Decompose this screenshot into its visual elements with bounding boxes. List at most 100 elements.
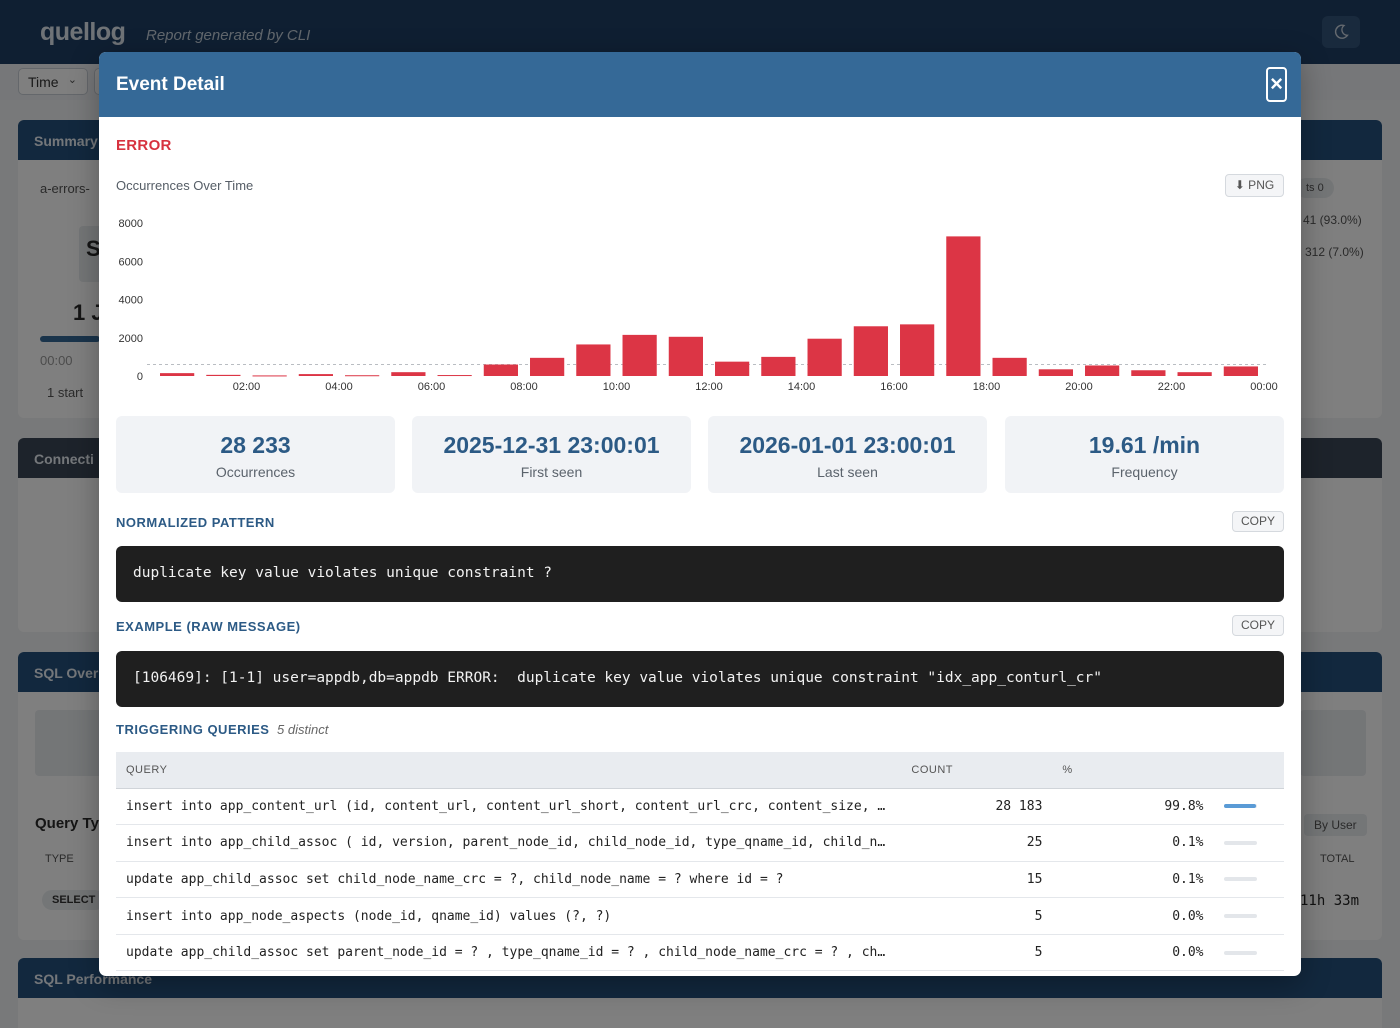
query-text: update app_child_assoc set child_node_na… bbox=[116, 861, 901, 898]
table-row[interactable]: update app_child_assoc set parent_node_i… bbox=[116, 934, 1284, 971]
chart-bar bbox=[345, 375, 379, 376]
query-share-bar bbox=[1214, 825, 1285, 862]
table-row[interactable]: insert into app_child_assoc ( id, versio… bbox=[116, 825, 1284, 862]
stat-occurrences-label: Occurrences bbox=[116, 464, 395, 480]
chart-bar bbox=[623, 335, 657, 376]
stat-last-seen-label: Last seen bbox=[708, 464, 987, 480]
modal-title: Event Detail bbox=[116, 74, 225, 96]
x-tick-label: 04:00 bbox=[325, 381, 353, 393]
y-tick-label: 6000 bbox=[119, 256, 143, 268]
stat-frequency-label: Frequency bbox=[1005, 464, 1284, 480]
triggering-queries-table: QUERY COUNT % insert into app_content_ur… bbox=[116, 752, 1284, 971]
query-column-header[interactable]: QUERY bbox=[116, 752, 901, 788]
y-tick-label: 8000 bbox=[119, 218, 143, 230]
normalized-pattern-title: NORMALIZED PATTERN bbox=[116, 515, 275, 530]
x-tick-label: 08:00 bbox=[510, 381, 538, 393]
x-tick-label: 18:00 bbox=[973, 381, 1001, 393]
x-tick-label: 12:00 bbox=[695, 381, 723, 393]
query-pct: 0.0% bbox=[1052, 898, 1213, 935]
x-tick-label: 00:00 bbox=[1250, 381, 1278, 393]
query-count: 5 bbox=[901, 934, 1052, 971]
example-message-code: [106469]: [1-1] user=appdb,db=appdb ERRO… bbox=[116, 651, 1284, 707]
example-message-title: EXAMPLE (RAW MESSAGE) bbox=[116, 619, 301, 634]
close-icon: × bbox=[1270, 71, 1283, 96]
query-pct: 0.1% bbox=[1052, 825, 1213, 862]
stat-last-seen-value: 2026-01-01 23:00:01 bbox=[708, 432, 987, 459]
stat-frequency: 19.61 /min Frequency bbox=[1005, 416, 1284, 493]
query-share-bar bbox=[1214, 861, 1285, 898]
chart-bar bbox=[669, 337, 703, 376]
close-button[interactable]: × bbox=[1266, 67, 1287, 102]
stat-last-seen: 2026-01-01 23:00:01 Last seen bbox=[708, 416, 987, 493]
x-tick-label: 14:00 bbox=[788, 381, 816, 393]
copy-pattern-button[interactable]: COPY bbox=[1232, 511, 1284, 532]
chart-title: Occurrences Over Time bbox=[116, 178, 253, 193]
x-tick-label: 20:00 bbox=[1065, 381, 1093, 393]
query-share-fill bbox=[1224, 804, 1257, 808]
chart-bar bbox=[715, 362, 749, 376]
query-pct: 0.1% bbox=[1052, 861, 1213, 898]
chart-bar bbox=[438, 375, 472, 376]
query-count: 25 bbox=[901, 825, 1052, 862]
chart-bar bbox=[993, 358, 1027, 376]
export-png-button[interactable]: ⬇ PNG bbox=[1225, 174, 1284, 197]
stat-first-seen-label: First seen bbox=[412, 464, 691, 480]
query-share-bar bbox=[1214, 788, 1285, 825]
query-count: 15 bbox=[901, 861, 1052, 898]
chart-bar bbox=[530, 358, 564, 376]
triggering-queries-title: TRIGGERING QUERIES bbox=[116, 722, 269, 737]
table-row[interactable]: update app_child_assoc set child_node_na… bbox=[116, 861, 1284, 898]
occurrences-chart: 0 2000 4000 6000 8000 02:00 04:00 06:00 08:00 10:… bbox=[99, 202, 1301, 402]
x-tick-label: 22:00 bbox=[1158, 381, 1186, 393]
x-tick-label: 06:00 bbox=[418, 381, 446, 393]
stat-first-seen: 2025-12-31 23:00:01 First seen bbox=[412, 416, 691, 493]
pct-column-header[interactable]: % bbox=[1052, 752, 1213, 788]
stat-first-seen-value: 2025-12-31 23:00:01 bbox=[412, 432, 691, 459]
chart-bar bbox=[1178, 372, 1212, 376]
stat-frequency-value: 19.61 /min bbox=[1005, 432, 1284, 459]
distinct-count: 5 distinct bbox=[277, 722, 328, 737]
x-tick-label: 02:00 bbox=[233, 381, 261, 393]
chart-bar bbox=[900, 324, 934, 376]
chart-bar bbox=[206, 375, 240, 376]
event-level: ERROR bbox=[116, 137, 172, 154]
table-row[interactable]: insert into app_node_aspects (node_id, q… bbox=[116, 898, 1284, 935]
chart-bar bbox=[391, 372, 425, 376]
stat-occurrences: 28 233 Occurrences bbox=[116, 416, 395, 493]
query-count: 28 183 bbox=[901, 788, 1052, 825]
chart-bar bbox=[160, 373, 194, 376]
query-text: insert into app_node_aspects (node_id, q… bbox=[116, 898, 901, 935]
chart-bar bbox=[761, 357, 795, 376]
chart-bar bbox=[854, 326, 888, 376]
x-tick-label: 10:00 bbox=[603, 381, 631, 393]
copy-example-button[interactable]: COPY bbox=[1232, 615, 1284, 636]
chart-bar bbox=[576, 344, 610, 376]
y-tick-label: 2000 bbox=[119, 333, 143, 345]
chart-bar bbox=[946, 236, 980, 376]
query-pct: 0.0% bbox=[1052, 934, 1213, 971]
x-tick-label: 16:00 bbox=[880, 381, 908, 393]
chart-bar bbox=[1224, 366, 1258, 376]
query-count: 5 bbox=[901, 898, 1052, 935]
stat-occurrences-value: 28 233 bbox=[116, 432, 395, 459]
chart-bar bbox=[1131, 370, 1165, 376]
query-text: insert into app_content_url (id, content… bbox=[116, 788, 901, 825]
chart-bar bbox=[253, 375, 287, 376]
share-column-header bbox=[1214, 752, 1285, 788]
modal-header: Event Detail × bbox=[99, 52, 1301, 117]
y-tick-label: 4000 bbox=[119, 295, 143, 307]
chart-bar bbox=[299, 374, 333, 376]
query-share-bar bbox=[1214, 934, 1285, 971]
table-row[interactable]: insert into app_content_url (id, content… bbox=[116, 788, 1284, 825]
event-detail-modal: Event Detail × ERROR Occurrences Over Ti… bbox=[99, 52, 1301, 976]
query-text: update app_child_assoc set parent_node_i… bbox=[116, 934, 901, 971]
table-header-row: QUERY COUNT % bbox=[116, 752, 1284, 788]
chart-bar bbox=[1039, 369, 1073, 376]
count-column-header[interactable]: COUNT bbox=[901, 752, 1052, 788]
query-share-bar bbox=[1214, 898, 1285, 935]
chart-bar bbox=[484, 365, 518, 376]
chart-bar bbox=[808, 339, 842, 376]
query-pct: 99.8% bbox=[1052, 788, 1213, 825]
chart-bar bbox=[1085, 365, 1119, 376]
query-text: insert into app_child_assoc ( id, versio… bbox=[116, 825, 901, 862]
